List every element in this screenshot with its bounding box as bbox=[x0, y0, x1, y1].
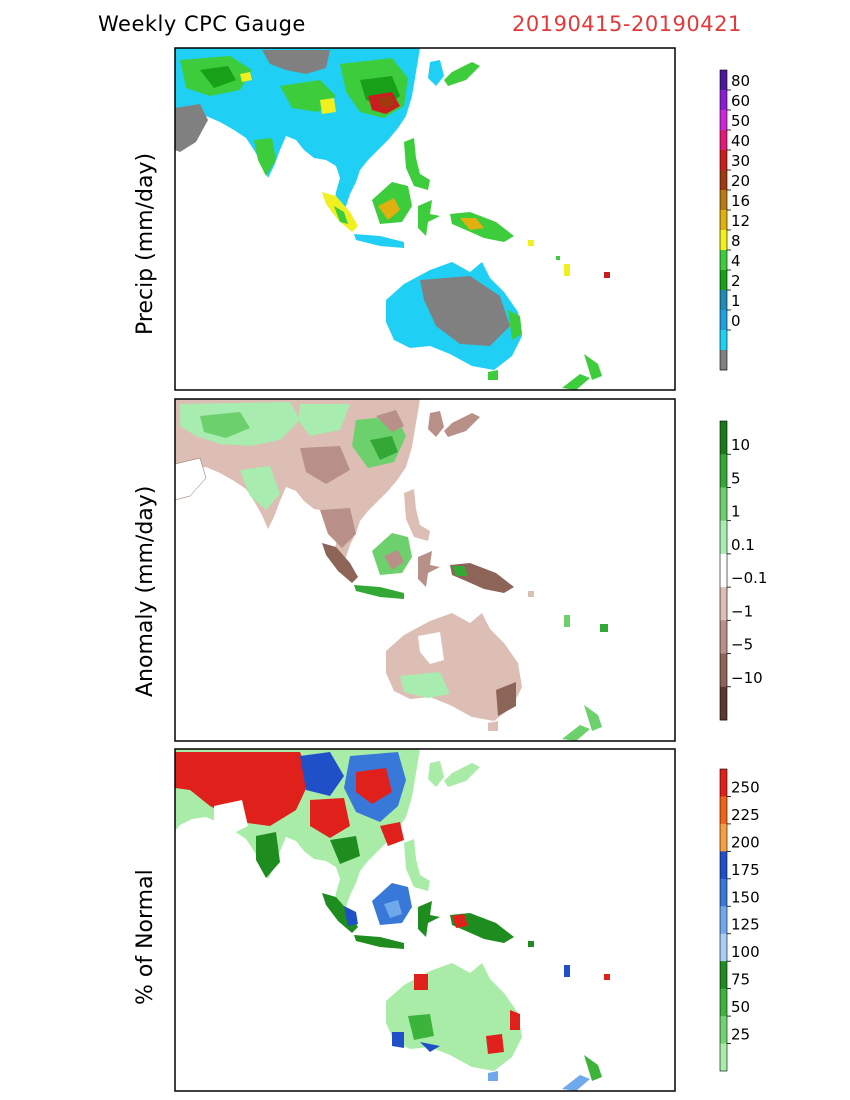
colorbar-swatch bbox=[720, 290, 727, 311]
colorbar-label: −10 bbox=[731, 669, 763, 687]
colorbar-label: 40 bbox=[731, 132, 750, 150]
colorbar-swatch bbox=[720, 933, 727, 962]
colorbar-label: 8 bbox=[731, 232, 741, 250]
colorbar-label: 16 bbox=[731, 192, 750, 210]
colorbar-label: 175 bbox=[731, 861, 760, 879]
colorbar-label: 5 bbox=[731, 469, 741, 487]
color-bars: 80605040302016128421010510.1−0.1−1−5−102… bbox=[719, 69, 767, 1072]
precip-map bbox=[174, 47, 676, 391]
colorbar-swatch bbox=[720, 961, 727, 990]
colorbar-swatch bbox=[720, 350, 727, 371]
colorbar-label: 0 bbox=[731, 312, 741, 330]
colorbar-swatch bbox=[720, 1016, 727, 1044]
colorbar-swatch bbox=[720, 270, 727, 291]
colorbar-swatch bbox=[720, 330, 727, 351]
colorbar-swatch bbox=[720, 823, 727, 852]
colorbar-label: 150 bbox=[731, 888, 760, 906]
colorbar-label: 25 bbox=[731, 1026, 750, 1044]
colorbar-swatch bbox=[720, 90, 727, 111]
colorbar-swatch bbox=[720, 230, 727, 251]
colorbar-label: 125 bbox=[731, 916, 760, 934]
colorbar-swatch bbox=[720, 310, 727, 331]
colorbar-swatch bbox=[720, 250, 727, 271]
colorbar-swatch bbox=[720, 686, 727, 721]
colorbar-swatch bbox=[720, 906, 727, 935]
colorbar-swatch bbox=[720, 620, 727, 654]
colorbar-swatch bbox=[720, 1043, 727, 1072]
colorbar-label: 250 bbox=[731, 778, 760, 796]
colorbar-label: 2 bbox=[731, 272, 741, 290]
colorbar-swatch bbox=[720, 878, 727, 907]
colorbar-swatch bbox=[720, 796, 727, 825]
colorbar-swatch bbox=[720, 653, 727, 688]
colorbar-label: −5 bbox=[731, 636, 753, 654]
colorbar-swatch bbox=[720, 130, 727, 151]
percent-normal-landmass bbox=[175, 749, 610, 1091]
colorbar-label: 60 bbox=[731, 92, 750, 110]
colorbar-label: 1 bbox=[731, 503, 741, 521]
colorbar-swatch bbox=[720, 210, 727, 231]
colorbar-swatch bbox=[720, 988, 727, 1017]
colorbar-swatch bbox=[720, 170, 727, 191]
colorbar-frame bbox=[719, 420, 728, 721]
colorbar-swatch bbox=[720, 421, 727, 455]
colorbar-label: 100 bbox=[731, 943, 760, 961]
colorbar-label: 50 bbox=[731, 112, 750, 130]
colorbar-label: 0.1 bbox=[731, 536, 755, 554]
colorbar-swatch bbox=[720, 520, 727, 555]
map-title: Weekly CPC Gauge bbox=[98, 12, 306, 36]
colorbar-label: −1 bbox=[731, 602, 753, 620]
colorbar-swatch bbox=[720, 454, 727, 488]
colorbar-frame bbox=[719, 768, 728, 1072]
colorbar-swatch bbox=[720, 150, 727, 171]
colorbar-swatch bbox=[720, 769, 727, 797]
anomaly-map bbox=[174, 398, 676, 742]
colorbar-swatch bbox=[720, 553, 727, 588]
colorbar-swatch bbox=[720, 851, 727, 880]
colorbar-label: 225 bbox=[731, 806, 760, 824]
colorbar-swatch bbox=[720, 70, 727, 91]
colorbar-panel-2: 10 5 1 0.1 −0.1 −1 −5 −10 bbox=[719, 420, 767, 721]
colorbar-swatch bbox=[720, 190, 727, 211]
colorbar-swatch bbox=[720, 587, 727, 621]
colorbar-label: −0.1 bbox=[731, 569, 767, 587]
colorbar-label: 4 bbox=[731, 252, 741, 270]
colorbar-label: 30 bbox=[731, 152, 750, 170]
colorbar-frame bbox=[719, 69, 728, 371]
colorbar-panel-3: 250 225 200 175 150 125 100 75 50 25 bbox=[719, 768, 760, 1072]
colorbar-label: 12 bbox=[731, 212, 750, 230]
colorbar-swatch bbox=[720, 110, 727, 131]
colorbar-swatch bbox=[720, 487, 727, 522]
colorbar-label: 10 bbox=[731, 436, 750, 454]
colorbar-label: 20 bbox=[731, 172, 750, 190]
colorbar-label: 80 bbox=[731, 72, 750, 90]
anomaly-landmass bbox=[175, 399, 608, 741]
colorbar-label: 1 bbox=[731, 292, 741, 310]
colorbar-panel-1: 80 60 50 40 30 20 16 12 8 4 2 1 0 bbox=[719, 69, 750, 371]
date-range: 20190415-20190421 bbox=[512, 12, 742, 36]
percent-normal-map bbox=[174, 748, 676, 1092]
colorbar-label: 200 bbox=[731, 833, 760, 851]
colorbar-label: 50 bbox=[731, 998, 750, 1016]
colorbar-label: 75 bbox=[731, 971, 750, 989]
precip-landmass bbox=[175, 48, 610, 390]
